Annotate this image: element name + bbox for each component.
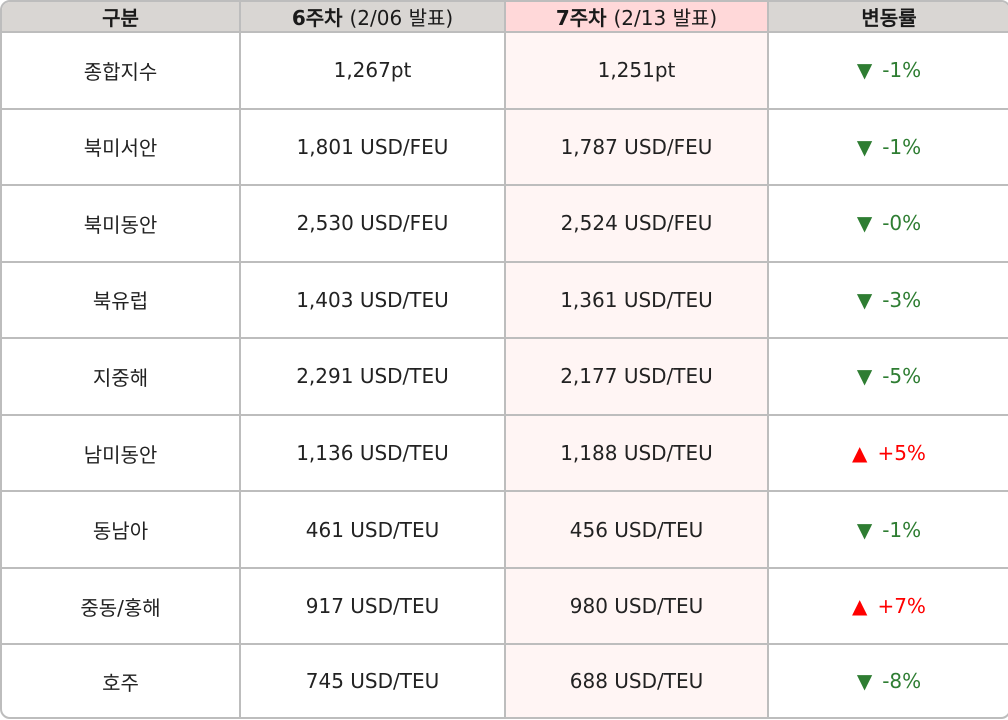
table-row: 호주 745 USD/TEU 688 USD/TEU ▼ -8% [2,645,1008,717]
week6-value: 1,403 USD/TEU [241,262,506,340]
header-week6-label: 6주차 [291,6,343,30]
week6-value: 917 USD/TEU [241,568,506,646]
route-name: 종합지수 [2,33,241,110]
week7-value: 1,251pt [506,33,769,110]
week6-value: 745 USD/TEU [241,645,506,717]
change-cell: ▼ -1% [769,110,1008,187]
change-cell: ▼ -1% [769,492,1008,569]
triangle-down-icon: ▼ [856,517,873,542]
route-name: 호주 [2,645,241,717]
week7-value: 2,524 USD/FEU [506,186,769,263]
week7-value: 980 USD/TEU [506,568,769,646]
week6-value: 2,291 USD/TEU [241,339,506,416]
triangle-down-icon: ▼ [856,364,873,389]
route-name: 북미동안 [2,186,241,263]
change-cell: ▼ -1% [769,33,1008,110]
header-week6-date: (2/06 발표) [349,6,454,30]
change-cell: ▲ +7% [769,569,1008,646]
week7-value: 1,188 USD/TEU [506,415,769,493]
change-value: +7% [877,594,926,619]
table-row: 중동/홍해 917 USD/TEU 980 USD/TEU ▲ +7% [2,568,1008,646]
triangle-down-icon: ▼ [856,211,873,236]
header-row: 구분 6주차 (2/06 발표) 7주차 (2/13 발표) 변동률 [2,2,1008,33]
route-name: 동남아 [2,492,241,569]
week6-value: 1,267pt [241,33,506,110]
week7-value: 688 USD/TEU [506,645,769,717]
table-row: 북미동안 2,530 USD/FEU 2,524 USD/FEU ▼ -0% [2,186,1008,263]
header-change: 변동률 [769,2,1008,33]
week7-value: 1,361 USD/TEU [506,262,769,340]
table-row: 지중해 2,291 USD/TEU 2,177 USD/TEU ▼ -5% [2,339,1008,416]
change-value: -1% [882,134,922,159]
change-cell: ▼ -0% [769,186,1008,263]
change-cell: ▼ -3% [769,263,1008,340]
table-row: 북유럽 1,403 USD/TEU 1,361 USD/TEU ▼ -3% [2,262,1008,340]
change-cell: ▼ -5% [769,339,1008,416]
triangle-down-icon: ▼ [856,669,873,694]
week6-value: 2,530 USD/FEU [241,186,506,263]
table-row: 남미동안 1,136 USD/TEU 1,188 USD/TEU ▲ +5% [2,415,1008,493]
triangle-up-icon: ▲ [852,594,868,619]
triangle-up-icon: ▲ [852,441,868,465]
week6-value: 1,801 USD/FEU [241,109,506,187]
change-value: -1% [882,517,922,542]
change-value: -5% [882,364,922,389]
change-value: +5% [877,441,926,465]
week7-value: 2,177 USD/TEU [506,339,769,416]
triangle-down-icon: ▼ [856,134,873,159]
change-cell: ▲ +5% [769,416,1008,493]
header-week7: 7주차 (2/13 발표) [506,2,769,33]
week7-value: 456 USD/TEU [506,492,769,569]
route-name: 중동/홍해 [2,568,241,646]
week7-value: 1,787 USD/FEU [506,109,769,187]
change-cell: ▼ -8% [769,645,1008,717]
change-value: -3% [882,287,922,312]
header-week7-label: 7주차 [555,6,607,30]
change-value: -0% [882,211,922,236]
route-name: 북미서안 [2,109,241,187]
table-row: 북미서안 1,801 USD/FEU 1,787 USD/FEU ▼ -1% [2,109,1008,187]
triangle-down-icon: ▼ [856,287,873,312]
table-row: 동남아 461 USD/TEU 456 USD/TEU ▼ -1% [2,492,1008,569]
week6-value: 461 USD/TEU [241,492,506,569]
header-week7-date: (2/13 발표) [613,6,718,30]
route-name: 남미동안 [2,415,241,493]
change-value: -1% [882,58,922,83]
table-row: 종합지수 1,267pt 1,251pt ▼ -1% [2,33,1008,110]
week6-value: 1,136 USD/TEU [241,415,506,493]
route-name: 북유럽 [2,262,241,340]
header-week6: 6주차 (2/06 발표) [241,2,506,33]
triangle-down-icon: ▼ [856,58,873,83]
header-category: 구분 [2,2,241,33]
change-value: -8% [882,669,922,694]
route-name: 지중해 [2,339,241,416]
